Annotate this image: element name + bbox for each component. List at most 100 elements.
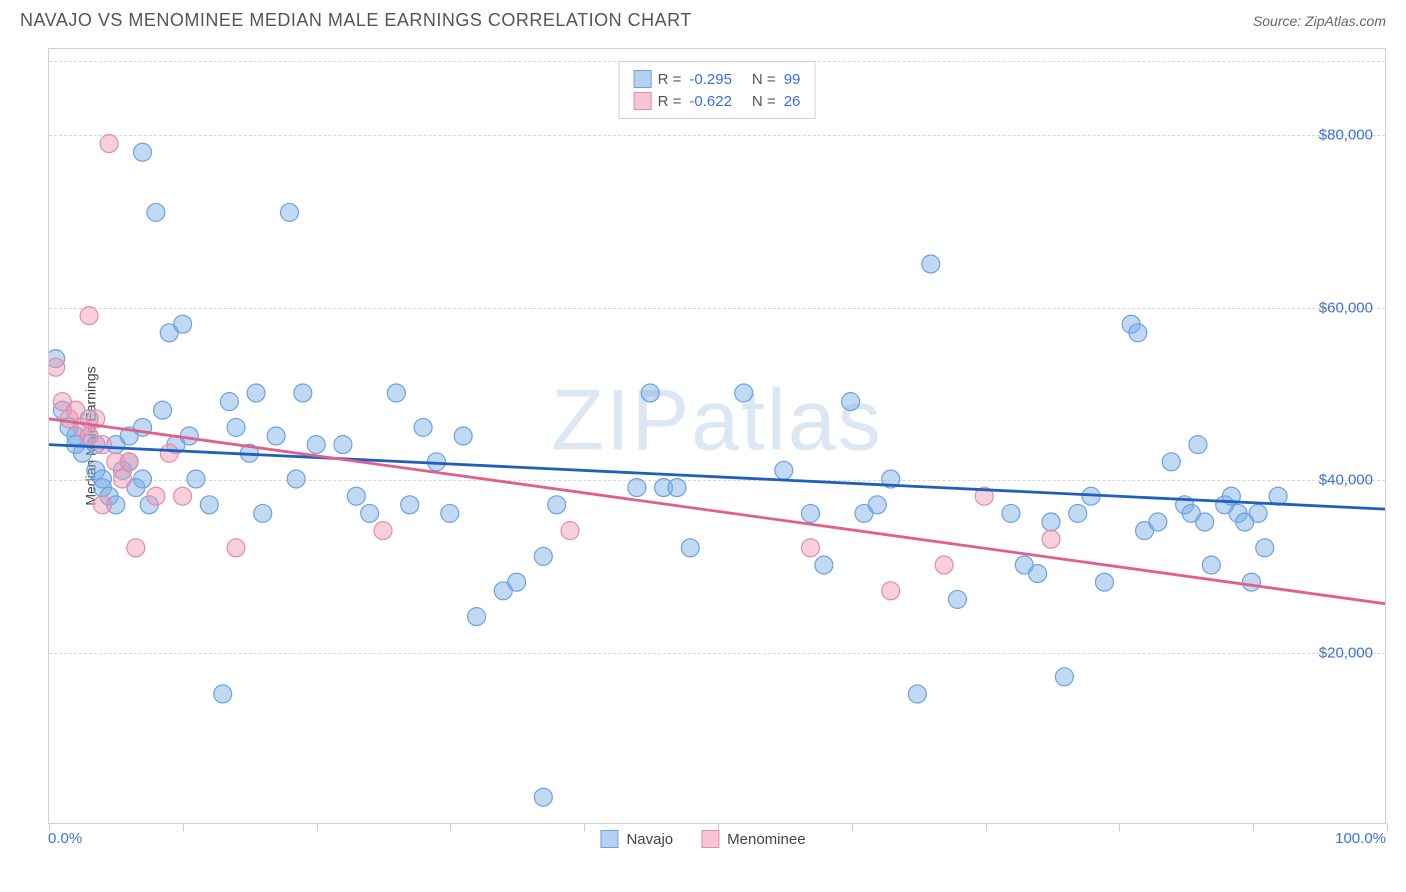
data-point [174,487,192,505]
stats-legend: R = -0.295 N = 99 R = -0.622 N = 26 [619,61,816,119]
data-point [1149,513,1167,531]
data-point [347,487,365,505]
data-point [1042,530,1060,548]
data-point [374,522,392,540]
r-label: R = [658,93,682,110]
data-point [267,427,285,445]
data-point [548,496,566,514]
source-attribution: Source: ZipAtlas.com [1253,13,1386,29]
data-point [1202,556,1220,574]
data-point [387,384,405,402]
data-point [908,685,926,703]
r-value-navajo: -0.295 [689,71,732,88]
data-point [280,203,298,221]
data-point [361,504,379,522]
data-point [1249,504,1267,522]
data-point [1256,539,1274,557]
series-legend: Navajo Menominee [600,830,805,848]
data-point [307,436,325,454]
data-point [401,496,419,514]
data-point [414,418,432,436]
data-point [454,427,472,445]
data-point [1055,668,1073,686]
data-point [227,418,245,436]
legend-swatch-menominee [634,92,652,110]
data-point [802,504,820,522]
data-point [1069,504,1087,522]
data-point [534,788,552,806]
data-point [922,255,940,273]
data-point [1189,436,1207,454]
data-point [534,547,552,565]
x-tick [1387,823,1388,831]
data-point [948,590,966,608]
trend-line [49,445,1385,509]
data-point [815,556,833,574]
data-point [100,135,118,153]
chart-container: Median Male Earnings ZIPatlas $20,000$40… [48,48,1386,824]
plot-svg [49,49,1385,823]
legend-swatch-menominee-bottom [701,830,719,848]
data-point [134,143,152,161]
chart-header: NAVAJO VS MENOMINEE MEDIAN MALE EARNINGS… [0,0,1406,39]
data-point [247,384,265,402]
data-point [468,608,486,626]
data-point [668,479,686,497]
chart-title: NAVAJO VS MENOMINEE MEDIAN MALE EARNINGS… [20,10,692,31]
x-max-label: 100.0% [1335,830,1386,847]
data-point [147,487,165,505]
data-point [214,685,232,703]
n-label: N = [752,93,776,110]
data-point [1242,573,1260,591]
data-point [561,522,579,540]
data-point [93,436,111,454]
data-point [842,393,860,411]
data-point [868,496,886,514]
data-point [287,470,305,488]
data-point [80,307,98,325]
data-point [1129,324,1147,342]
data-point [120,453,138,471]
stats-legend-row-navajo: R = -0.295 N = 99 [634,68,801,90]
data-point [882,582,900,600]
legend-item-navajo: Navajo [600,830,673,848]
data-point [67,401,85,419]
data-point [935,556,953,574]
data-point [200,496,218,514]
data-point [775,461,793,479]
data-point [641,384,659,402]
data-point [187,470,205,488]
data-point [735,384,753,402]
data-point [1029,565,1047,583]
data-point [49,358,65,376]
legend-swatch-navajo-bottom [600,830,618,848]
n-label: N = [752,71,776,88]
data-point [628,479,646,497]
data-point [227,539,245,557]
data-point [1095,573,1113,591]
data-point [220,393,238,411]
data-point [160,444,178,462]
legend-label-menominee: Menominee [727,831,805,848]
r-value-menominee: -0.622 [689,93,732,110]
data-point [147,203,165,221]
data-point [802,539,820,557]
data-point [113,470,131,488]
data-point [441,504,459,522]
data-point [1196,513,1214,531]
r-label: R = [658,71,682,88]
data-point [93,496,111,514]
data-point [174,315,192,333]
data-point [254,504,272,522]
data-point [154,401,172,419]
data-point [508,573,526,591]
legend-swatch-navajo [634,70,652,88]
stats-legend-row-menominee: R = -0.622 N = 26 [634,90,801,112]
data-point [1162,453,1180,471]
data-point [127,539,145,557]
n-value-menominee: 26 [784,93,801,110]
data-point [294,384,312,402]
data-point [681,539,699,557]
x-min-label: 0.0% [48,830,82,847]
data-point [1002,504,1020,522]
